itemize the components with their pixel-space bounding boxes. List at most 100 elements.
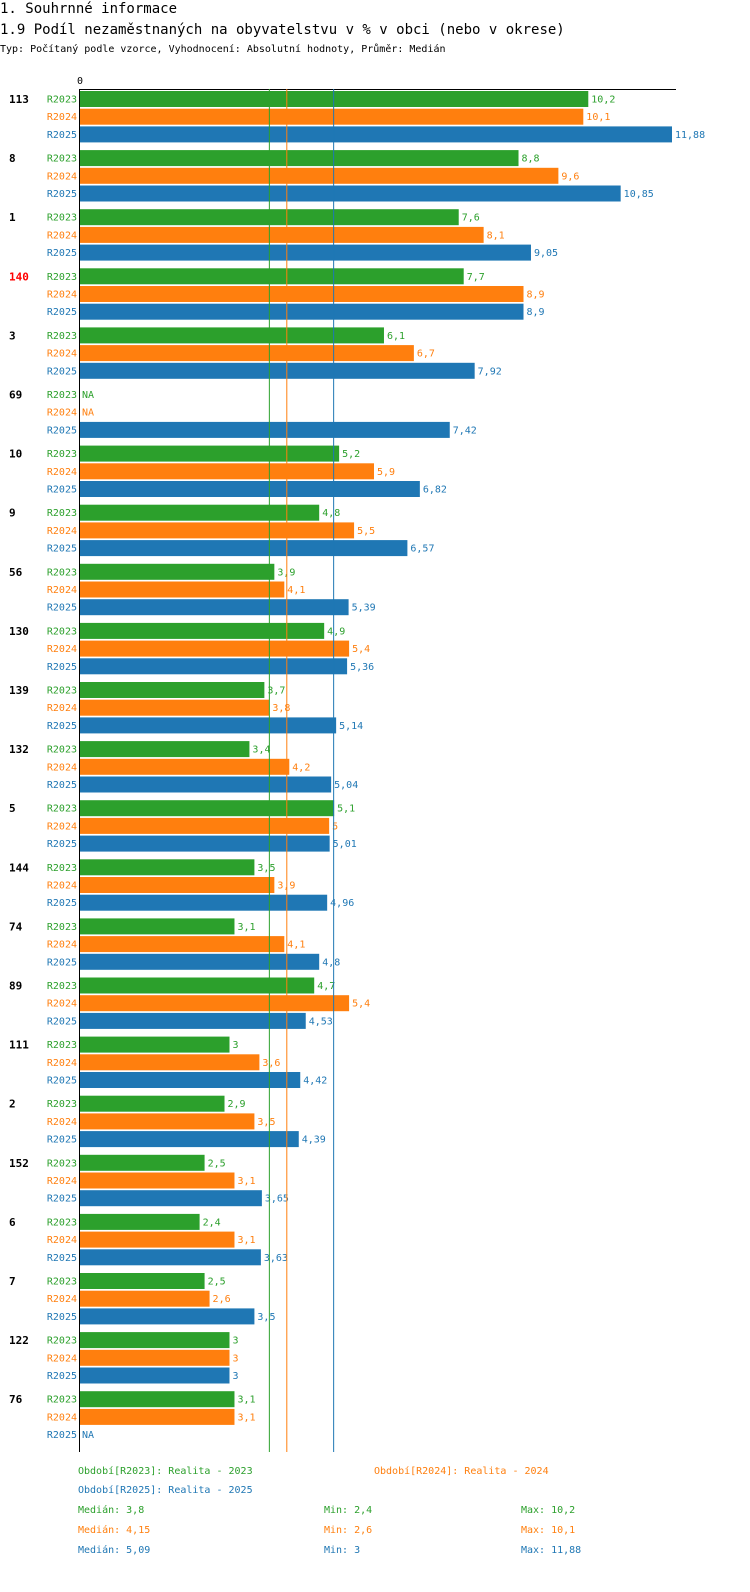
- data-label: 5,4: [352, 999, 370, 1010]
- max-r2023: Max: 10,2: [521, 1505, 576, 1516]
- data-label: 2,9: [228, 1099, 246, 1110]
- bar: [80, 1367, 230, 1384]
- series-label: R2025: [47, 1371, 77, 1382]
- bar: [80, 599, 349, 616]
- bar: [80, 1054, 260, 1071]
- data-label: 6,57: [410, 544, 434, 555]
- bar: [80, 699, 270, 716]
- series-label: R2024: [47, 408, 77, 419]
- series-label: R2024: [47, 940, 77, 951]
- data-label: 4,39: [302, 1135, 326, 1146]
- series-label: R2025: [47, 485, 77, 496]
- series-label: R2023: [47, 567, 77, 578]
- bar: [80, 421, 450, 438]
- data-label: 6,82: [423, 485, 447, 496]
- data-label: 3,5: [257, 1117, 275, 1128]
- bar: [80, 1231, 235, 1248]
- bar: [80, 563, 275, 580]
- bar: [80, 622, 325, 639]
- data-label: 7,42: [453, 425, 477, 436]
- series-label: R2025: [47, 1016, 77, 1027]
- data-label: 3,7: [267, 686, 285, 697]
- data-label: 10,1: [586, 112, 610, 123]
- data-label: 5,04: [334, 780, 358, 791]
- bar: [80, 581, 285, 598]
- data-label: 5,1: [337, 804, 355, 815]
- data-label: 2,4: [203, 1217, 221, 1228]
- category-label: 1: [9, 211, 16, 224]
- series-label: R2023: [47, 626, 77, 637]
- series-label: R2025: [47, 189, 77, 200]
- median-r2025: Medián: 5,09: [78, 1545, 151, 1556]
- bar: [80, 1072, 301, 1088]
- data-label: 4,8: [322, 508, 340, 519]
- data-label: 2,5: [208, 1277, 226, 1288]
- series-label: R2024: [47, 999, 77, 1010]
- data-label: 5,5: [357, 526, 375, 537]
- series-label: R2025: [47, 1430, 77, 1441]
- data-label: 2,6: [213, 1294, 231, 1305]
- category-label: 69: [9, 389, 22, 402]
- category-label: 10: [9, 448, 22, 461]
- series-label: R2024: [47, 1294, 77, 1305]
- series-label: R2025: [47, 957, 77, 968]
- series-label: R2025: [47, 721, 77, 732]
- bar: [80, 1308, 255, 1325]
- data-label: NA: [82, 408, 94, 419]
- series-label: R2023: [47, 981, 77, 992]
- series-label: R2023: [47, 745, 77, 756]
- data-label: 9,05: [534, 248, 558, 259]
- bar: [80, 894, 328, 911]
- data-label: 8,9: [527, 307, 545, 318]
- bar: [80, 108, 584, 125]
- section-heading: 1. Souhrnné informace: [0, 1, 178, 17]
- bar: [80, 540, 408, 557]
- category-label: 3: [9, 329, 16, 342]
- bar: [80, 522, 355, 539]
- data-label: NA: [82, 1430, 94, 1441]
- bar: [80, 504, 320, 521]
- data-label: 3,5: [257, 863, 275, 874]
- bar: [80, 859, 255, 876]
- series-label: R2025: [47, 1135, 77, 1146]
- bar: [80, 268, 464, 285]
- series-label: R2024: [47, 526, 77, 537]
- bar: [80, 936, 285, 953]
- series-label: R2023: [47, 213, 77, 224]
- series-label: R2023: [47, 804, 77, 815]
- series-label: R2024: [47, 112, 77, 123]
- category-label: 140: [9, 270, 29, 283]
- series-label: R2023: [47, 1217, 77, 1228]
- category-label: 152: [9, 1157, 29, 1170]
- bar: [80, 953, 320, 970]
- bar-chart: 0 113 R2023 10,2 R2024 10,1 R2025 11,88 8 R2023 8,…: [9, 76, 705, 1452]
- data-label: 4,9: [327, 626, 345, 637]
- data-label: 8,9: [527, 290, 545, 301]
- series-label: R2025: [47, 780, 77, 791]
- category-label: 8: [9, 152, 16, 165]
- data-label: 10,85: [624, 189, 654, 200]
- series-label: R2024: [47, 1058, 77, 1069]
- series-label: R2023: [47, 1158, 77, 1169]
- data-label: NA: [82, 390, 94, 401]
- bar: [80, 1190, 262, 1207]
- series-label: R2023: [47, 272, 77, 283]
- bar: [80, 185, 621, 202]
- series-label: R2024: [47, 1235, 77, 1246]
- bar: [80, 776, 332, 793]
- series-label: R2023: [47, 508, 77, 519]
- bar: [80, 1290, 210, 1307]
- series-label: R2023: [47, 1395, 77, 1406]
- bar: [80, 167, 559, 184]
- data-label: 3: [232, 1371, 238, 1382]
- bar: [80, 1113, 255, 1130]
- category-label: 76: [9, 1393, 23, 1406]
- median-r2023: Medián: 3,8: [78, 1505, 145, 1516]
- category-label: 6: [9, 1216, 16, 1229]
- series-label: R2024: [47, 1176, 77, 1187]
- data-label: 4,1: [287, 585, 305, 596]
- bar: [80, 1249, 261, 1266]
- data-label: 6,1: [387, 331, 405, 342]
- series-label: R2024: [47, 171, 77, 182]
- series-label: R2025: [47, 425, 77, 436]
